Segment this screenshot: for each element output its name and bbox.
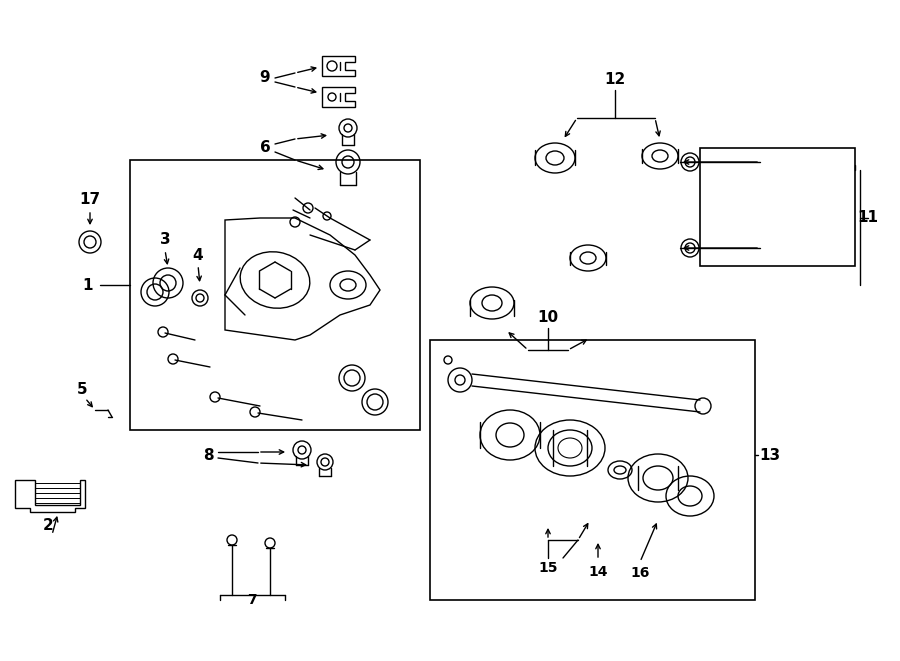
Text: 12: 12 — [605, 73, 626, 87]
Text: 16: 16 — [630, 566, 650, 580]
Text: 13: 13 — [760, 447, 780, 463]
Text: 4: 4 — [193, 247, 203, 262]
Text: 1: 1 — [83, 278, 94, 293]
Bar — [130, 160, 420, 430]
Text: 5: 5 — [76, 383, 87, 397]
Text: 8: 8 — [202, 447, 213, 463]
Text: 10: 10 — [537, 311, 559, 325]
Text: 11: 11 — [858, 210, 878, 225]
Bar — [430, 340, 755, 600]
Bar — [700, 148, 855, 266]
Text: 9: 9 — [260, 71, 270, 85]
Text: 3: 3 — [159, 233, 170, 247]
Text: 2: 2 — [42, 518, 53, 533]
Text: 15: 15 — [538, 561, 558, 575]
Text: 14: 14 — [589, 565, 608, 579]
Text: 7: 7 — [248, 593, 256, 607]
Text: 17: 17 — [79, 192, 101, 208]
Text: 6: 6 — [259, 141, 270, 155]
